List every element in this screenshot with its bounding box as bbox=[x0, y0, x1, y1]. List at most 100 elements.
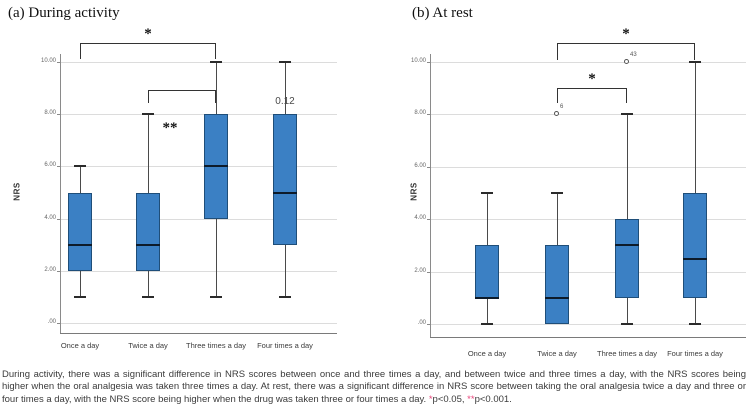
median-line bbox=[273, 191, 297, 194]
boxplot-at-rest: 10.00 8.00 6.00 4.00 2.00 .00 Once a day 6 Twice… bbox=[374, 0, 748, 365]
y-tick-label: 4.00 bbox=[44, 214, 56, 221]
gridline bbox=[430, 62, 746, 63]
panel-b-title: (b) At rest bbox=[412, 5, 473, 21]
gridline bbox=[60, 114, 337, 116]
y-tick bbox=[57, 218, 60, 220]
y-axis-title: NRS bbox=[12, 181, 22, 201]
y-tick-label: 10.00 bbox=[40, 58, 56, 64]
outlier-point bbox=[554, 111, 559, 117]
outlier-label: 6 bbox=[560, 104, 564, 111]
median-line bbox=[615, 244, 639, 247]
category-label: Four times a day bbox=[667, 349, 723, 358]
caption-sig1: p<0.05, bbox=[432, 393, 468, 405]
y-tick-label: 6.00 bbox=[44, 162, 56, 169]
y-tick bbox=[427, 62, 430, 63]
y-tick-label: .00 bbox=[417, 320, 426, 326]
caption-star-single: * bbox=[428, 393, 433, 405]
whisker-cap-bottom bbox=[142, 295, 154, 298]
y-axis bbox=[60, 54, 61, 333]
significance-bracket bbox=[148, 90, 216, 103]
gridline bbox=[60, 218, 337, 220]
y-tick-label: 6.00 bbox=[414, 162, 426, 169]
significance-label: * bbox=[588, 71, 596, 87]
category-label: Twice a day bbox=[537, 349, 577, 358]
y-tick bbox=[427, 166, 430, 168]
category-label: Twice a day bbox=[128, 341, 168, 350]
whisker-cap-bottom bbox=[689, 323, 701, 325]
box bbox=[68, 192, 92, 271]
y-tick-label: 10.00 bbox=[410, 58, 426, 64]
boxplot-during-activity: 10.00 8.00 6.00 4.00 2.00 .00 Once a day Twice … bbox=[0, 0, 374, 365]
whisker-cap-top bbox=[621, 113, 633, 116]
significance-bracket bbox=[80, 43, 216, 59]
outlier-label: 43 bbox=[630, 52, 637, 58]
gridline bbox=[430, 324, 746, 325]
whisker-cap-top bbox=[210, 61, 222, 63]
median-line bbox=[545, 296, 569, 299]
y-tick bbox=[427, 271, 430, 273]
y-tick bbox=[57, 62, 60, 63]
category-label: Four times a day bbox=[257, 341, 313, 350]
category-label: Three times a day bbox=[185, 341, 247, 350]
significance-bracket bbox=[557, 43, 695, 60]
whisker-cap-bottom bbox=[210, 295, 222, 298]
whisker-cap-top bbox=[689, 61, 701, 63]
significance-label: * bbox=[144, 26, 152, 42]
figure-caption: During activity, there was a significant… bbox=[2, 369, 746, 406]
y-tick-label: 4.00 bbox=[414, 215, 426, 222]
median-line bbox=[475, 296, 499, 299]
y-tick bbox=[57, 270, 60, 272]
significance-label: * bbox=[622, 26, 630, 42]
box bbox=[615, 219, 639, 298]
significance-label: ** bbox=[162, 120, 178, 136]
gridline bbox=[430, 219, 746, 221]
gridline bbox=[430, 114, 746, 116]
whisker-cap-bottom bbox=[621, 323, 633, 325]
whisker-cap-bottom bbox=[279, 295, 291, 298]
gridline bbox=[60, 323, 337, 324]
whisker-cap-top bbox=[481, 192, 493, 194]
y-tick bbox=[57, 323, 60, 324]
caption-star-double: ** bbox=[467, 393, 475, 405]
median-line bbox=[136, 243, 160, 246]
box bbox=[475, 245, 499, 298]
category-label: Three times a day bbox=[596, 349, 658, 358]
whisker-cap-bottom bbox=[481, 323, 493, 325]
caption-text: During activity, there was a significant… bbox=[2, 369, 746, 405]
whisker-cap-top bbox=[74, 165, 86, 168]
y-tick-label: 2.00 bbox=[44, 266, 56, 273]
y-tick-label: .00 bbox=[47, 319, 56, 325]
panel-a-title: (a) During activity bbox=[8, 5, 120, 21]
y-tick-label: 8.00 bbox=[414, 110, 426, 117]
whisker-cap-top bbox=[279, 61, 291, 63]
whisker-cap-bottom bbox=[74, 295, 86, 298]
whisker-cap-top bbox=[551, 192, 563, 194]
y-axis bbox=[430, 54, 431, 337]
box bbox=[545, 245, 569, 324]
gridline bbox=[430, 166, 746, 168]
caption-sig2: p<0.001. bbox=[474, 393, 512, 405]
category-label: Once a day bbox=[60, 341, 100, 350]
x-axis bbox=[60, 333, 337, 334]
median-line bbox=[683, 257, 707, 260]
gridline bbox=[60, 270, 337, 272]
outlier-point bbox=[624, 59, 629, 64]
y-tick-label: 8.00 bbox=[44, 110, 56, 117]
median-line bbox=[68, 243, 92, 246]
whisker-cap-top bbox=[142, 113, 154, 116]
y-tick bbox=[427, 114, 430, 116]
gridline bbox=[60, 62, 337, 63]
significance-bracket bbox=[557, 88, 627, 103]
box bbox=[136, 192, 160, 271]
y-tick bbox=[427, 324, 430, 325]
y-tick bbox=[57, 114, 60, 116]
y-tick bbox=[57, 166, 60, 168]
y-axis-title: NRS bbox=[409, 182, 419, 201]
category-label: Once a day bbox=[467, 349, 507, 358]
y-tick bbox=[427, 219, 430, 221]
y-tick-label: 2.00 bbox=[414, 267, 426, 274]
x-axis bbox=[430, 337, 746, 338]
box bbox=[683, 193, 707, 298]
gridline bbox=[430, 271, 746, 273]
